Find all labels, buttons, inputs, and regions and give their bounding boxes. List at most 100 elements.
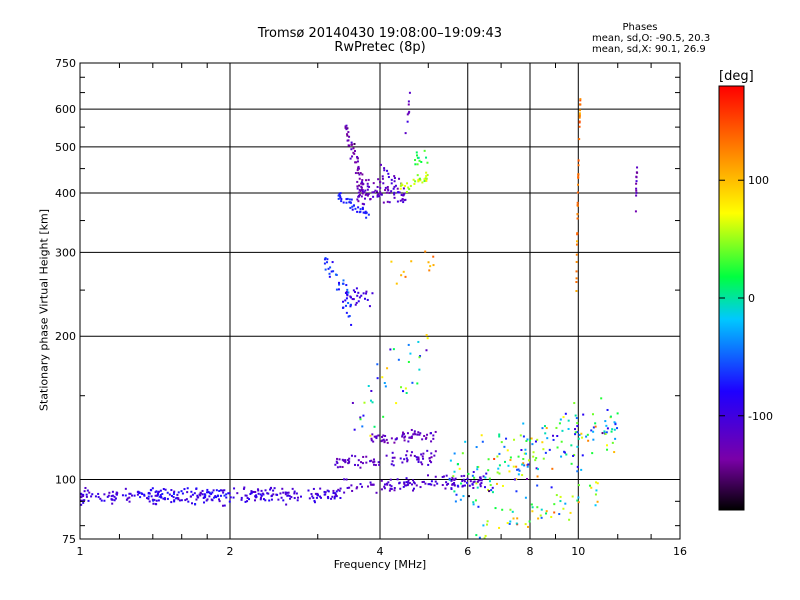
- echo-point: [342, 459, 345, 462]
- echo-point: [384, 434, 387, 437]
- echo-point: [170, 494, 173, 497]
- echo-point: [186, 491, 189, 494]
- echo-point: [211, 499, 214, 502]
- plot-frame: [79, 62, 681, 540]
- echo-point: [577, 501, 580, 504]
- echo-point: [273, 487, 276, 490]
- echo-point: [335, 495, 338, 498]
- echo-point: [244, 494, 247, 497]
- echo-point: [227, 492, 230, 495]
- echo-point: [341, 282, 344, 285]
- echo-point: [366, 298, 369, 301]
- echo-point: [524, 523, 527, 526]
- echo-point: [405, 454, 408, 457]
- echo-point: [420, 461, 423, 464]
- echo-point: [331, 261, 334, 264]
- echo-point: [246, 500, 249, 503]
- echo-point: [423, 149, 426, 152]
- echo-point: [417, 458, 420, 461]
- echo-point: [454, 477, 457, 480]
- echo-point: [215, 496, 218, 499]
- y-tick-label: 600: [55, 103, 76, 116]
- echo-point: [328, 275, 331, 278]
- echo-point: [260, 496, 263, 499]
- echo-point: [268, 499, 271, 502]
- echo-point: [423, 180, 426, 183]
- echo-point: [434, 430, 437, 433]
- echo-point: [363, 197, 366, 200]
- echo-point: [270, 498, 273, 501]
- echo-point: [432, 434, 435, 437]
- echo-point: [433, 454, 436, 457]
- echo-point: [406, 460, 409, 463]
- echo-point: [340, 198, 343, 201]
- echo-point: [339, 192, 342, 195]
- echo-point: [365, 193, 368, 196]
- echo-point: [512, 465, 515, 468]
- echo-point: [355, 161, 358, 164]
- echo-point: [343, 491, 346, 494]
- echo-point: [406, 182, 409, 185]
- echo-point: [399, 487, 402, 490]
- echo-point: [324, 257, 327, 260]
- echo-point: [594, 425, 597, 428]
- echo-point: [501, 484, 504, 487]
- echo-point: [518, 469, 521, 472]
- colorbar-tick-label: 0: [748, 292, 755, 305]
- echo-point: [218, 500, 221, 503]
- echo-point: [454, 500, 457, 503]
- echo-point: [290, 496, 293, 499]
- echo-point: [380, 488, 383, 491]
- echo-point: [588, 484, 591, 487]
- echo-point: [441, 475, 444, 478]
- echo-point: [576, 233, 579, 236]
- echo-point: [277, 498, 280, 501]
- echo-point: [546, 437, 549, 440]
- echo-point: [578, 112, 581, 115]
- echo-point: [367, 178, 370, 181]
- echo-point: [381, 376, 384, 379]
- echo-point: [338, 194, 341, 197]
- echo-point: [635, 187, 638, 190]
- echo-point: [361, 173, 364, 176]
- echo-point: [315, 496, 318, 499]
- echo-point: [498, 526, 501, 529]
- echo-point: [481, 440, 484, 443]
- echo-point: [373, 460, 376, 463]
- echo-point: [508, 522, 511, 525]
- echo-point: [407, 103, 410, 106]
- echo-point: [371, 292, 374, 295]
- echo-point: [521, 474, 524, 477]
- echo-point: [376, 190, 379, 193]
- echo-point: [356, 187, 359, 190]
- echo-point: [480, 434, 483, 437]
- echo-point: [534, 440, 537, 443]
- echo-point: [206, 488, 209, 491]
- echo-point: [359, 483, 362, 486]
- echo-point: [420, 160, 423, 163]
- echo-point: [350, 198, 353, 201]
- echo-point: [388, 201, 391, 204]
- echo-point: [448, 477, 451, 480]
- echo-point: [359, 418, 362, 421]
- echo-point: [455, 493, 458, 496]
- echo-point: [88, 491, 91, 494]
- echo-point: [447, 482, 450, 485]
- echo-point: [463, 484, 466, 487]
- echo-point: [113, 499, 116, 502]
- echo-point: [346, 197, 349, 200]
- echo-point: [262, 498, 265, 501]
- echo-point: [575, 243, 578, 246]
- echo-point: [578, 125, 581, 128]
- echo-point: [575, 290, 578, 293]
- echo-point: [343, 478, 346, 481]
- echo-point: [479, 483, 482, 486]
- echo-point: [334, 493, 337, 496]
- echo-point: [417, 180, 420, 183]
- echo-point: [360, 195, 363, 198]
- echo-point: [349, 304, 352, 307]
- echo-point: [476, 481, 479, 484]
- echo-point: [138, 491, 141, 494]
- echo-point: [445, 474, 448, 477]
- echo-point: [402, 432, 405, 435]
